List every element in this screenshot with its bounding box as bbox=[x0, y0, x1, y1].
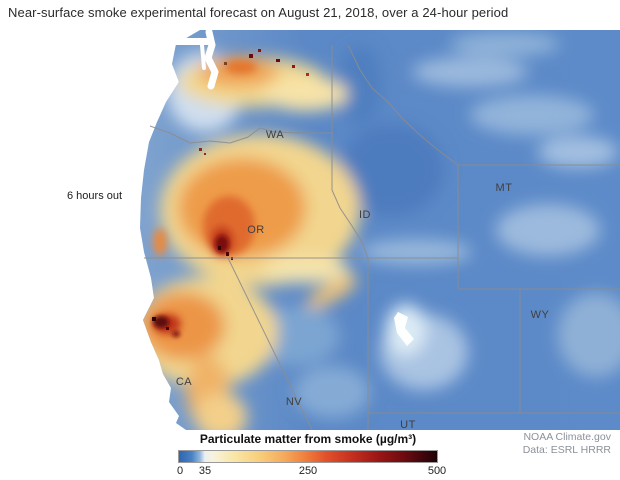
map-area: WA OR CA NV ID MT WY UT bbox=[0, 30, 620, 431]
state-label-mt: MT bbox=[495, 182, 513, 194]
legend-tick-250: 250 bbox=[298, 465, 318, 477]
forecast-hour-label: 6 hours out bbox=[67, 190, 123, 202]
legend-tick-35: 35 bbox=[198, 465, 212, 477]
puget-sound bbox=[156, 30, 219, 90]
state-label-ca: CA bbox=[175, 376, 193, 388]
legend-colorbar bbox=[178, 450, 438, 463]
state-label-nv: NV bbox=[285, 396, 303, 408]
state-borders bbox=[144, 44, 620, 430]
credit-block: NOAA Climate.gov Data: ESRL HRRR bbox=[523, 431, 611, 457]
smoke-layer bbox=[140, 32, 620, 430]
legend-title: Particulate matter from smoke (µg/m³) bbox=[199, 432, 417, 446]
state-label-wy: WY bbox=[530, 309, 550, 321]
state-label-or: OR bbox=[247, 224, 265, 236]
credit-source: NOAA Climate.gov bbox=[523, 431, 611, 443]
smoke-forecast-map bbox=[140, 30, 620, 430]
state-label-id: ID bbox=[359, 209, 371, 221]
credit-data: Data: ESRL HRRR bbox=[522, 444, 611, 456]
fire-hotspots bbox=[152, 49, 309, 330]
legend-tick-500: 500 bbox=[427, 465, 447, 477]
great-salt-lake bbox=[394, 312, 414, 346]
figure-title: Near-surface smoke experimental forecast… bbox=[8, 5, 509, 20]
state-label-wa: WA bbox=[265, 129, 285, 141]
legend-tick-0: 0 bbox=[176, 465, 184, 477]
state-label-ut: UT bbox=[400, 419, 416, 431]
